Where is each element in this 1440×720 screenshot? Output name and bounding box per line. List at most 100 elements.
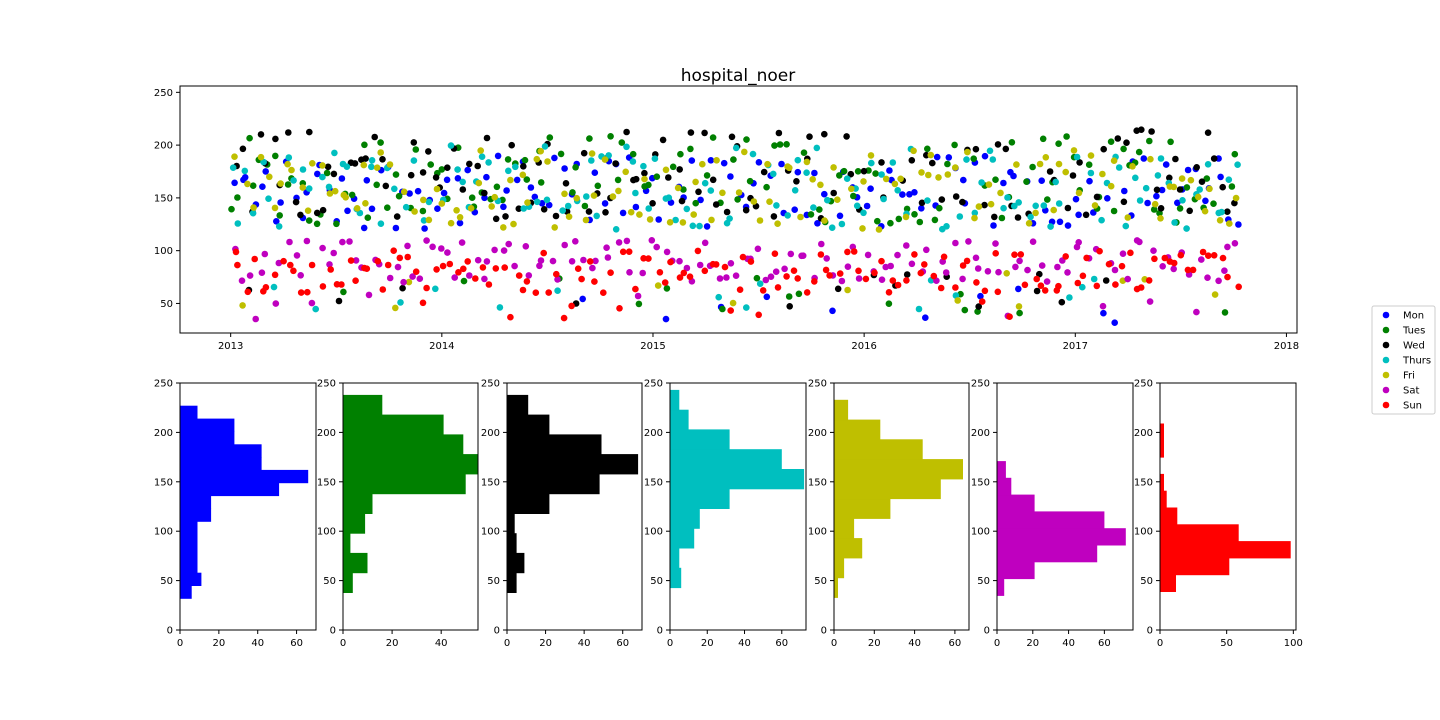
histogram-x-tick-label: 40 (738, 638, 751, 649)
scatter-point-tues (228, 205, 235, 213)
scatter-point-sat (1146, 298, 1154, 305)
scatter-point-sat (1016, 257, 1023, 265)
scatter-point-sun (701, 267, 709, 275)
histogram-bar (670, 488, 730, 509)
scatter-point-sun (676, 274, 684, 281)
scatter-point-tues (249, 182, 257, 189)
scatter-point-mon (794, 168, 802, 176)
scatter-point-wed (1153, 186, 1161, 194)
scatter-point-tues (586, 135, 593, 142)
histogram-y-tick-label: 50 (160, 576, 173, 587)
scatter-point-fri (803, 158, 811, 166)
scatter-point-sun (616, 305, 623, 312)
scatter-point-thurs (1079, 283, 1086, 291)
scatter-point-tues (753, 274, 761, 282)
scatter-point-fri (666, 219, 674, 226)
scatter-point-fri (860, 178, 867, 185)
scatter-point-tues (692, 199, 699, 207)
scatter-point-mon (259, 183, 266, 190)
histogram-x-tick-label: 100 (1284, 638, 1303, 649)
scatter-point-sun (232, 248, 240, 256)
scatter-point-thurs (391, 185, 398, 193)
scatter-point-wed (1157, 205, 1165, 212)
scatter-point-wed (382, 182, 390, 190)
scatter-point-sat (1136, 238, 1143, 246)
histogram-bar (180, 469, 309, 484)
scatter-point-fri (1015, 303, 1023, 310)
histogram-bar (507, 394, 529, 416)
scatter-point-mon (1010, 172, 1017, 180)
histogram-y-tick-label: 50 (487, 576, 500, 587)
scatter-point-thurs (701, 179, 709, 187)
histogram-bar (834, 439, 923, 460)
scatter-point-fri (524, 199, 531, 206)
scatter-point-tues (557, 150, 565, 158)
scatter-point-thurs (432, 285, 439, 293)
chart-title: hospital_noer (681, 66, 795, 86)
scatter-point-wed (1033, 287, 1041, 295)
scatter-point-fri (1087, 152, 1095, 159)
histogram-sat: 0 20 40 60 0 50 100 150 200 250 (971, 379, 1134, 649)
scatter-point-mon (551, 154, 558, 162)
legend-marker-wed (1382, 341, 1390, 349)
scatter-point-sat (525, 272, 533, 279)
histogram-tues: 0 20 40 0 50 100 150 200 250 (317, 379, 479, 649)
scatter-point-tues (974, 308, 981, 315)
scatter-point-fri (1050, 206, 1057, 214)
histogram-y-tick-label: 50 (1140, 576, 1153, 587)
scatter-point-thurs (623, 143, 630, 151)
scatter-point-sun (855, 267, 862, 275)
histogram-bar (997, 545, 1098, 563)
scatter-point-tues (340, 288, 347, 296)
scatter-point-fri (797, 213, 804, 221)
scatter-point-sun (1096, 247, 1103, 255)
scatter-point-sat (799, 252, 807, 259)
scatter-point-sun (553, 270, 560, 278)
scatter-point-sun (937, 284, 945, 292)
scatter-point-thurs (672, 216, 679, 224)
scatter-point-fri (342, 194, 350, 201)
scatter-point-wed (306, 128, 313, 136)
histogram-bar (180, 444, 262, 458)
scatter-point-thurs (853, 202, 861, 210)
scatter-point-tues (246, 134, 253, 142)
scatter-point-sun (290, 267, 297, 275)
scatter-point-sun (423, 284, 430, 292)
histogram-bar (670, 469, 805, 490)
scatter-point-sun (973, 279, 980, 286)
scatter-point-mon (421, 225, 428, 232)
histogram-bar (180, 495, 212, 509)
scatter-point-sat (522, 243, 530, 250)
scatter-point-sat (1221, 267, 1228, 275)
scatter-point-mon (945, 154, 953, 161)
scatter-point-wed (1093, 193, 1101, 201)
scatter-point-fri (821, 217, 828, 224)
scatter-point-sat (1119, 250, 1127, 257)
scatter-point-wed (1123, 139, 1130, 146)
scatter-point-sun (363, 265, 371, 273)
histogram-y-tick-label: 150 (971, 477, 990, 488)
scatter-point-mon (1000, 179, 1007, 187)
scatter-point-mon (545, 201, 553, 209)
scatter-point-mon (406, 190, 413, 197)
scatter-point-sat (1224, 243, 1231, 251)
scatter-point-wed (351, 160, 359, 167)
histogram-bar (834, 577, 838, 598)
scatter-point-wed (515, 205, 523, 212)
scatter-point-thurs (843, 175, 851, 182)
scatter-point-sat (823, 255, 830, 262)
scatter-point-fri (239, 302, 246, 309)
scatter-point-sun (1184, 266, 1192, 274)
scatter-point-sat (696, 261, 704, 269)
scatter-point-sat (466, 272, 473, 279)
legend-frame (1371, 305, 1436, 415)
scatter-point-thurs (583, 193, 590, 200)
scatter-point-wed (407, 171, 415, 179)
scatter-point-wed (466, 160, 473, 168)
histogram-fri: 0 20 40 60 0 50 100 150 200 250 (808, 379, 970, 649)
scatter-x-tick-label: 2013 (218, 341, 243, 352)
scatter-point-mon (513, 176, 521, 184)
scatter-point-mon (579, 295, 586, 303)
scatter-point-fri (582, 216, 590, 224)
histogram-bar (670, 409, 689, 430)
